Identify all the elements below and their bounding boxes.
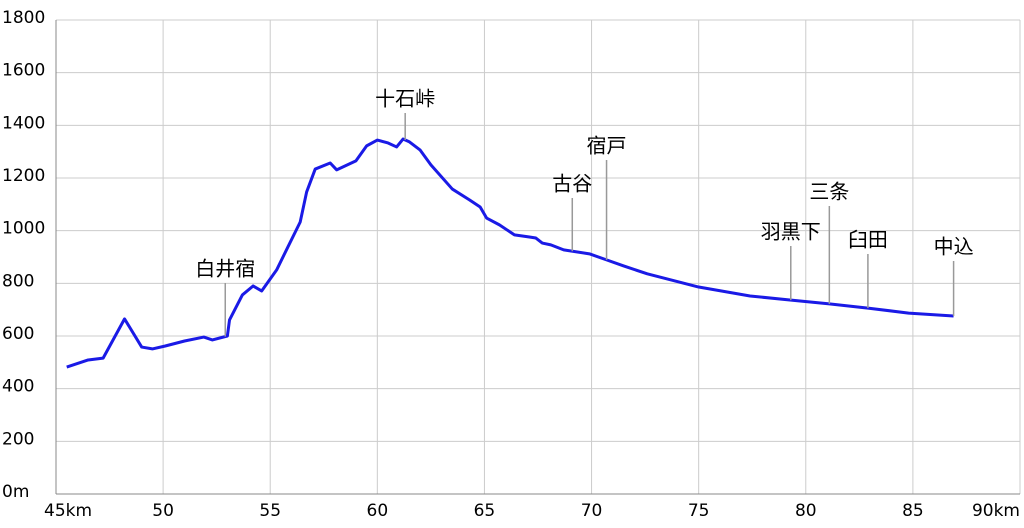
y-tick-label: 1200 [2, 166, 45, 186]
x-tick-label: 90km [972, 501, 1020, 521]
annotation: 十石峠 [375, 87, 435, 111]
annotation: 白井宿 [195, 257, 255, 281]
x-tick-label: 75 [688, 501, 710, 521]
y-tick-label: 1000 [2, 219, 45, 239]
y-tick-label: 1600 [2, 61, 45, 81]
annotation: 三条 [809, 180, 849, 204]
y-tick-label: 800 [2, 271, 34, 291]
x-tick-label: 55 [259, 501, 281, 521]
y-tick-label: 400 [2, 377, 34, 397]
annotation: 宿戸 [587, 134, 627, 158]
annotation: 臼田 [848, 228, 888, 252]
x-tick-label: 85 [902, 501, 924, 521]
x-tick-label: 60 [367, 501, 389, 521]
x-tick-label: 45km [44, 501, 92, 521]
x-tick-label: 80 [795, 501, 817, 521]
y-tick-label: 1800 [2, 8, 45, 28]
x-tick-label: 70 [581, 501, 603, 521]
annotation: 古谷 [552, 172, 592, 196]
y-tick-label: 0m [2, 482, 29, 502]
annotation: 中込 [934, 235, 974, 259]
annotation: 羽黒下 [761, 220, 821, 244]
y-tick-label: 1400 [2, 113, 45, 133]
y-tick-label: 200 [2, 429, 34, 449]
x-tick-label: 50 [152, 501, 174, 521]
elevation-line [66, 137, 954, 369]
y-tick-label: 600 [2, 324, 34, 344]
x-tick-label: 65 [474, 501, 496, 521]
